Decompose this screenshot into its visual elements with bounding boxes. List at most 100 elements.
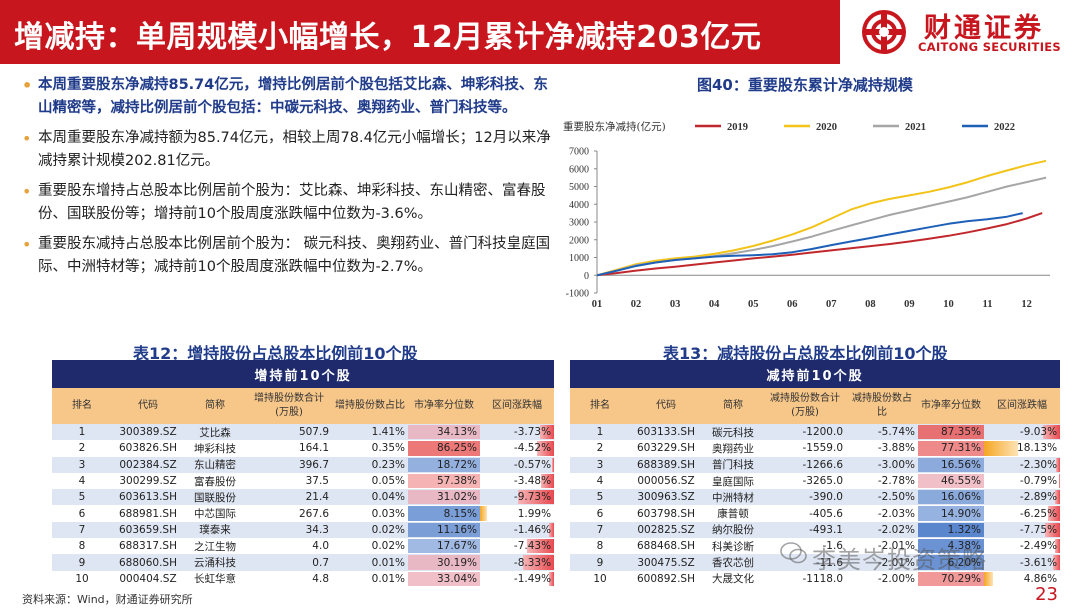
pb-heat-fill: [918, 571, 984, 586]
change-value: -7.43%: [513, 540, 552, 553]
pb-value: 34.13%: [436, 426, 477, 439]
table-row: 9 300475.SZ 香农芯创 -11.6 -2.01% 6.20% -3.61%: [570, 554, 1061, 571]
x-tick-label: 04: [709, 299, 720, 310]
cell-code: 300299.SZ: [112, 472, 184, 490]
cell-shares: -1200.0: [764, 424, 846, 441]
change-value: -9.03%: [1019, 426, 1058, 439]
decrease-table: 减持前10个股 排名 代码 简称 减持股份数合计(万股) 减持股份数占比 市净率分位数 区间…: [570, 360, 1061, 587]
cell-change: -8.33%: [480, 554, 555, 571]
cell-rank: 3: [52, 456, 112, 473]
change-data-bar: [1055, 539, 1061, 554]
table-decrease-caption: 表13：减持股份占总股本比例前10个股: [663, 344, 948, 363]
title-bar: 增减持：单周规模小幅增长，12月累计净减持203亿元 财通证券 CAITONG …: [0, 0, 1080, 64]
pb-heat-fill: [918, 490, 984, 505]
cell-pb-percentile: 57.38%: [408, 472, 480, 490]
change-value: -3.61%: [1019, 556, 1058, 569]
cell-code: 688317.SH: [112, 538, 184, 555]
pb-heat-fill: [918, 522, 984, 538]
y-tick-label: 3000: [569, 218, 589, 229]
cell-ratio: -2.02%: [846, 521, 918, 539]
column-header: 排名: [52, 388, 112, 424]
cell-pb-percentile: 46.55%: [918, 472, 984, 490]
brand-name-cn: 财通证券: [924, 13, 1044, 44]
cell-code: 688468.SH: [630, 538, 702, 555]
table-row: 4 300299.SZ 富春股份 37.5 0.05% 57.38% -3.48%: [52, 472, 555, 490]
cell-code: 000056.SZ: [630, 472, 702, 490]
cell-rank: 2: [570, 440, 630, 457]
column-header: 增持股份数占比: [332, 388, 408, 424]
pb-heat-fill: [408, 457, 480, 472]
change-data-bar: [541, 473, 555, 489]
pb-heat-fill: [918, 555, 984, 570]
pb-value: 16.56%: [940, 458, 981, 471]
cell-shares: 4.8: [246, 570, 332, 587]
cell-shares: 267.6: [246, 505, 332, 522]
change-data-bar: [548, 522, 555, 538]
cell-pb-percentile: 18.72%: [408, 456, 480, 473]
cell-code: 603798.SH: [630, 505, 702, 522]
change-value: -2.49%: [1019, 540, 1058, 553]
table-banner: 减持前10个股: [570, 360, 1061, 388]
cell-shares: -1559.0: [764, 440, 846, 457]
cell-code: 603826.SH: [112, 440, 184, 457]
y-tick-label: 0: [584, 271, 589, 282]
cell-rank: 9: [52, 554, 112, 571]
column-header: 代码: [630, 388, 702, 424]
cell-code: 002825.SZ: [630, 521, 702, 539]
page-title: 增减持：单周规模小幅增长，12月累计净减持203亿元: [14, 20, 762, 55]
change-value: -3.48%: [513, 475, 552, 488]
pb-value: 18.72%: [436, 458, 477, 471]
cell-change: -6.25%: [984, 505, 1061, 522]
legend-label: 2019: [727, 122, 748, 133]
x-tick-label: 10: [943, 299, 954, 310]
legend-label: 2020: [816, 122, 837, 133]
cell-rank: 1: [570, 424, 630, 441]
change-value: -1.46%: [513, 523, 552, 536]
cell-shares: -1.6: [764, 538, 846, 555]
bullet-item: 重要股东减持占总股本比例居前个股为： 碳元科技、奥翔药业、普门科技皇庭国际、中洲…: [22, 233, 557, 279]
cell-change: 1.99%: [480, 505, 555, 522]
table-row: 6 603798.SH 康普顿 -405.6 -2.03% 14.90% -6.25%: [570, 505, 1061, 522]
pb-heat-fill: [408, 490, 480, 505]
cell-change: -3.61%: [984, 554, 1061, 571]
pb-value: 16.06%: [940, 491, 981, 504]
cell-shares: -493.1: [764, 521, 846, 539]
cell-name: 艾比森: [184, 424, 246, 441]
cell-ratio: 0.01%: [332, 554, 408, 571]
x-tick-label: 05: [748, 299, 759, 310]
change-data-bar: [540, 425, 555, 440]
cell-pb-percentile: 31.02%: [408, 489, 480, 506]
cell-change: 18.13%: [984, 440, 1061, 457]
column-header: 简称: [184, 388, 246, 424]
change-data-bar: [526, 539, 555, 554]
cell-ratio: -3.00%: [846, 456, 918, 473]
column-header: 代码: [112, 388, 184, 424]
cell-name: 璞泰来: [184, 521, 246, 539]
change-value: -8.33%: [513, 556, 552, 569]
cell-name: 纳尔股份: [702, 521, 764, 539]
cell-change: -9.03%: [984, 424, 1061, 441]
cell-ratio: 1.41%: [332, 424, 408, 441]
cell-pb-percentile: 77.31%: [918, 440, 984, 457]
cell-ratio: 0.02%: [332, 538, 408, 555]
cell-name: 中芯国际: [184, 505, 246, 522]
cell-pb-percentile: 6.20%: [918, 554, 984, 571]
table-increase-caption: 表12：增持股份占总股本比例前10个股: [133, 344, 418, 363]
cell-pb-percentile: 8.15%: [408, 505, 480, 522]
column-header: 区间涨跌幅: [480, 388, 555, 424]
cell-change: -1.46%: [480, 521, 555, 539]
change-value: -3.73%: [513, 426, 552, 439]
cell-change: -2.49%: [984, 538, 1061, 555]
cell-pb-percentile: 70.29%: [918, 570, 984, 587]
cell-shares: 37.5: [246, 472, 332, 490]
pb-value: 6.20%: [947, 556, 981, 569]
cell-code: 603133.SH: [630, 424, 702, 441]
table-row: 4 000056.SZ 皇庭国际 -3265.0 -2.78% 46.55% -0.79%: [570, 472, 1061, 490]
cell-name: 之江生物: [184, 538, 246, 555]
change-data-bar: [480, 506, 488, 521]
cell-pb-percentile: 30.19%: [408, 554, 480, 571]
cell-code: 300963.SZ: [630, 489, 702, 506]
table-row: 1 603133.SH 碳元科技 -1200.0 -5.74% 87.35% -9.03%: [570, 424, 1061, 441]
wechat-icon: [780, 542, 807, 564]
change-data-bar: [1042, 425, 1061, 440]
